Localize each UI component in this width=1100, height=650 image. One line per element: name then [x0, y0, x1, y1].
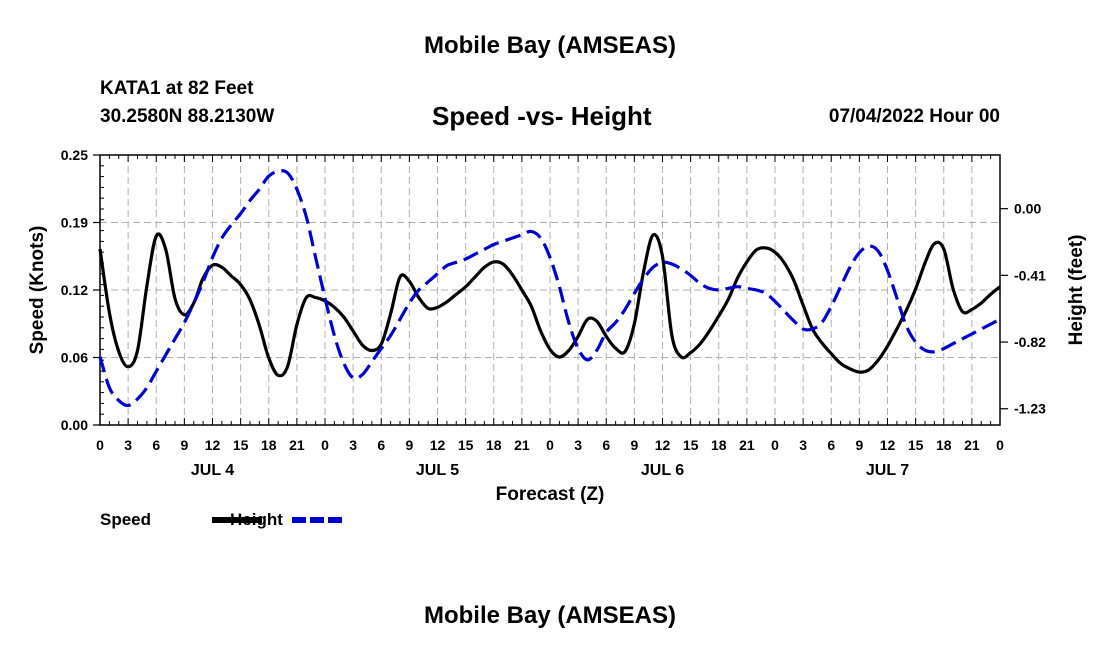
- x-tick-label: 15: [908, 437, 924, 453]
- y-tick-label: 0.12: [61, 282, 88, 298]
- x-tick-label: 3: [124, 437, 132, 453]
- y-tick-label: 0.19: [61, 215, 88, 231]
- x-day-label: JUL 6: [641, 462, 684, 479]
- x-day-label: JUL 4: [191, 462, 234, 479]
- y-tick-label: 0.00: [61, 417, 88, 433]
- x-tick-label: 21: [514, 437, 530, 453]
- legend-label-speed: Speed: [100, 510, 151, 529]
- x-tick-label: 21: [289, 437, 305, 453]
- y2-tick-label: 0.00: [1014, 201, 1041, 217]
- y2-axis-title: Height (feet): [1066, 235, 1087, 346]
- x-tick-label: 9: [855, 437, 863, 453]
- x-tick-label: 12: [205, 437, 221, 453]
- x-tick-label: 6: [152, 437, 160, 453]
- chart-title: Mobile Bay (AMSEAS): [423, 32, 677, 59]
- y-tick-label: 0.06: [61, 350, 88, 366]
- x-tick-label: 15: [683, 437, 699, 453]
- forecast-datetime: 07/04/2022 Hour 00: [828, 106, 1000, 127]
- y2-tick-label: -0.82: [1014, 334, 1046, 350]
- x-day-label: JUL 7: [866, 462, 909, 479]
- chart-subtitle: Speed -vs- Height: [432, 101, 652, 131]
- x-tick-label: 0: [321, 437, 329, 453]
- x-day-label: JUL 5: [416, 462, 459, 479]
- legend-label-height: Height: [230, 510, 283, 529]
- station-coords: 30.2580N 88.2130W: [100, 106, 275, 127]
- x-tick-label: 6: [602, 437, 610, 453]
- x-tick-label: 18: [711, 437, 727, 453]
- x-tick-label: 3: [574, 437, 582, 453]
- x-tick-label: 18: [936, 437, 952, 453]
- x-tick-label: 12: [430, 437, 446, 453]
- x-tick-label: 6: [377, 437, 385, 453]
- x-tick-label: 3: [349, 437, 357, 453]
- x-tick-label: 9: [405, 437, 413, 453]
- x-tick-label: 18: [486, 437, 502, 453]
- x-tick-label: 0: [96, 437, 104, 453]
- series-line-speed: [98, 232, 1001, 378]
- x-tick-label: 12: [880, 437, 896, 453]
- x-tick-label: 3: [799, 437, 807, 453]
- y-axis-title: Speed (Knots): [27, 226, 48, 355]
- x-tick-label: 0: [771, 437, 779, 453]
- x-tick-label: 15: [233, 437, 249, 453]
- x-tick-label: 12: [655, 437, 671, 453]
- x-axis-title: Forecast (Z): [496, 484, 605, 505]
- station-name: KATA1 at 82 Feet: [100, 78, 254, 99]
- x-tick-label: 0: [996, 437, 1004, 453]
- x-tick-label: 6: [827, 437, 835, 453]
- footer-title: Mobile Bay (AMSEAS): [423, 602, 677, 629]
- x-tick-label: 9: [180, 437, 188, 453]
- x-tick-label: 15: [458, 437, 474, 453]
- y2-tick-label: -0.41: [1014, 267, 1046, 283]
- y2-tick-label: -1.23: [1014, 401, 1046, 417]
- x-tick-label: 21: [739, 437, 755, 453]
- x-tick-label: 21: [964, 437, 980, 453]
- y-tick-label: 0.25: [61, 147, 88, 163]
- x-tick-label: 0: [546, 437, 554, 453]
- x-tick-label: 9: [630, 437, 638, 453]
- series-line-height: [98, 169, 1001, 408]
- x-tick-label: 18: [261, 437, 277, 453]
